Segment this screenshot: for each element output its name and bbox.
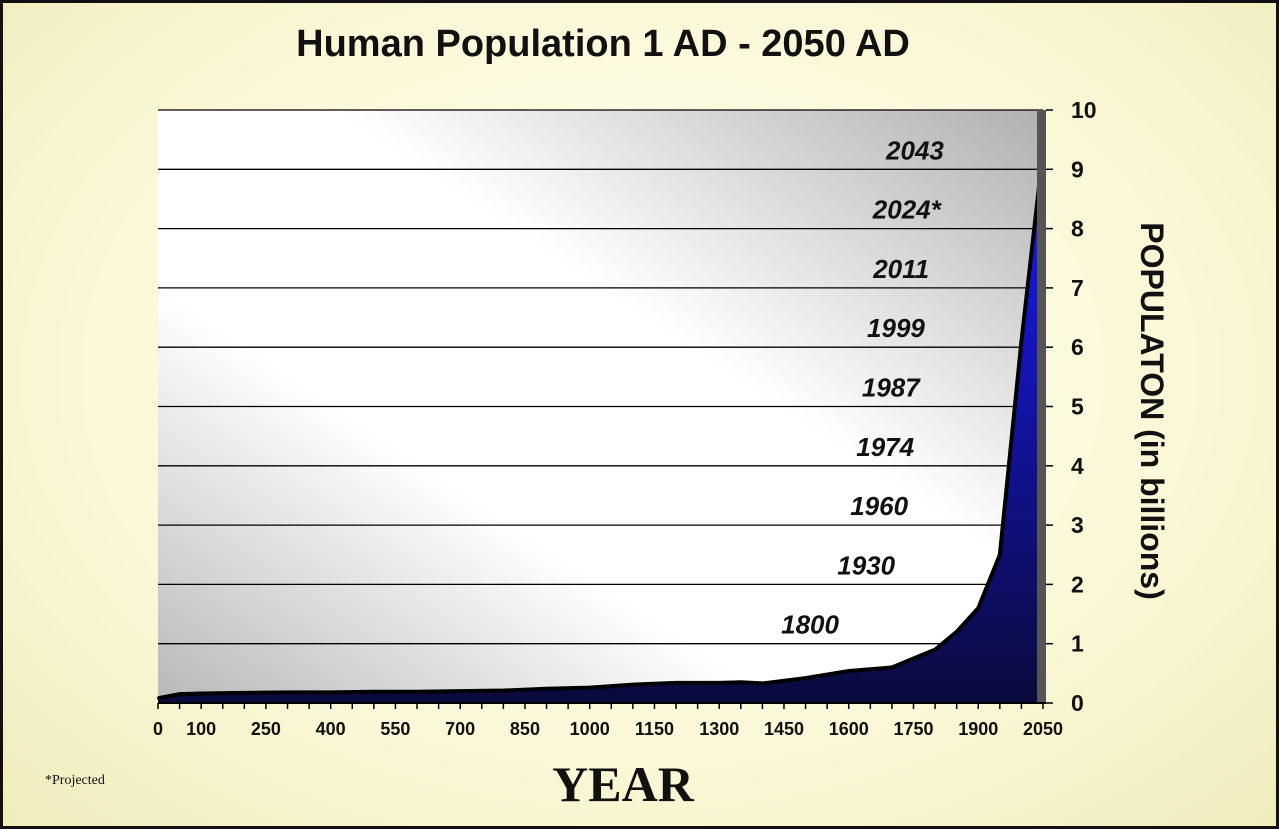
data-point xyxy=(458,689,462,693)
data-point xyxy=(1020,340,1023,343)
milestone-label: 1960 xyxy=(850,491,908,521)
data-point xyxy=(502,689,505,692)
x-axis-label: YEAR xyxy=(552,756,694,812)
data-point xyxy=(156,697,160,700)
data-point xyxy=(286,691,289,694)
data-point xyxy=(761,682,764,685)
y-tick-label: 4 xyxy=(1071,453,1084,479)
data-point xyxy=(545,687,548,690)
data-point xyxy=(933,648,937,651)
x-tick-label: 700 xyxy=(445,719,475,739)
population-chart: 0 100 250 400 550 700 850 1000 1150 1300 1450 1600 1… xyxy=(153,97,1097,739)
x-tick-label: 400 xyxy=(316,719,346,739)
population-area xyxy=(158,151,1043,703)
x-tick-label: 250 xyxy=(251,719,281,739)
projected-footnote: *Projected xyxy=(45,773,105,788)
y-tick-label: 10 xyxy=(1071,97,1097,123)
right-axis-bar xyxy=(1037,110,1046,703)
x-tick-label: 1600 xyxy=(829,719,869,739)
y-tick-label: 7 xyxy=(1071,275,1084,301)
data-point xyxy=(674,681,678,685)
y-tick-label: 8 xyxy=(1071,216,1084,242)
data-point xyxy=(998,553,1002,556)
y-tick-label: 9 xyxy=(1071,156,1084,182)
y-tick-label: 3 xyxy=(1071,512,1084,538)
milestone-label: 1930 xyxy=(837,550,895,580)
milestone-label: 1999 xyxy=(867,313,925,343)
y-tick-label: 6 xyxy=(1071,334,1084,360)
x-tick-label: 1000 xyxy=(570,719,610,739)
data-point xyxy=(243,691,246,695)
x-tick-label: 1450 xyxy=(764,719,804,739)
data-point xyxy=(631,683,635,686)
data-point xyxy=(890,666,894,669)
data-point xyxy=(372,690,376,693)
milestone-label: 2011 xyxy=(872,254,929,284)
milestone-label: 2043 xyxy=(885,135,944,165)
data-point xyxy=(955,630,958,634)
x-tick-label: 550 xyxy=(380,719,410,739)
y-tick-label: 0 xyxy=(1071,690,1084,716)
y-tick-label: 5 xyxy=(1071,394,1084,420)
x-tick-label: 1300 xyxy=(699,719,739,739)
milestone-label: 1800 xyxy=(781,610,839,640)
milestone-label: 2024* xyxy=(872,195,943,225)
milestone-label: 1987 xyxy=(862,373,921,403)
milestone-label: 1974 xyxy=(856,432,914,462)
data-point xyxy=(415,690,419,693)
x-tick-label: 100 xyxy=(186,719,216,739)
data-point xyxy=(718,681,721,685)
data-point xyxy=(912,657,915,660)
data-point xyxy=(199,692,203,695)
data-point xyxy=(329,691,332,694)
x-tick-label: 850 xyxy=(510,719,540,739)
data-point xyxy=(739,681,743,684)
data-point xyxy=(588,686,591,689)
data-point xyxy=(178,692,181,696)
x-tick-label: 1900 xyxy=(958,719,998,739)
data-point xyxy=(977,606,980,610)
data-point xyxy=(804,676,807,680)
y-tick-label: 1 xyxy=(1071,631,1084,657)
chart-title: Human Population 1 AD - 2050 AD xyxy=(296,23,910,65)
y-axis-label: POPULATON (in billions) xyxy=(1134,222,1170,600)
x-tick-label: 1750 xyxy=(893,719,933,739)
x-tick-label: 1150 xyxy=(635,719,674,739)
x-tick-label: 0 xyxy=(153,719,163,739)
data-point xyxy=(847,669,850,673)
x-tick-label: 2050 xyxy=(1023,719,1063,739)
y-tick-label: 2 xyxy=(1071,571,1084,597)
